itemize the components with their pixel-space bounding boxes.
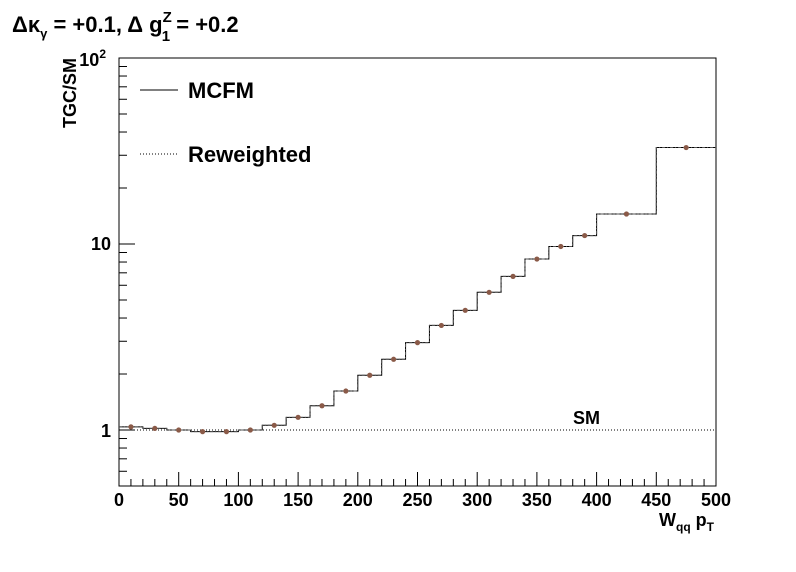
x-tick-label: 150 [283,490,313,510]
legend-mcfm-label: MCFM [188,78,254,103]
data-point [582,232,588,239]
title-g-prefix: Δ g [127,12,162,37]
data-point [534,256,540,262]
sm-label: SM [573,408,600,428]
title-g-value: = +0.2 [170,12,239,37]
x-tick-label: 350 [522,490,552,510]
x-tick-label: 400 [582,490,612,510]
title-kappa-symbol: Δκ [12,12,41,37]
series-reweighted-line [119,147,716,433]
y-axis-ticks [119,57,135,487]
data-point [510,273,516,279]
title-g-sub: 1 [162,28,170,45]
y-tick-label-10: 10 [91,234,111,254]
x-axis-label: Wqq pT [659,510,715,534]
data-point [558,243,564,250]
y-tick-100-base: 10 [79,50,99,70]
data-point [271,422,277,428]
data-markers [128,144,689,435]
chart-title: Δκγ = +0.1, Δ gZ 1 = +0.2 [12,9,239,45]
x-tick-label: 300 [462,490,492,510]
x-label-sub2: T [707,520,715,534]
title-g-sup: Z [163,9,172,26]
data-point [623,211,630,217]
x-label-sub1: qq [676,520,691,534]
title-kappa-sub: γ [40,26,48,41]
legend: MCFM Reweighted [140,78,311,167]
x-label-mid: p [691,510,707,530]
title-kappa-value: = +0.1, [47,12,127,37]
x-tick-label: 0 [114,490,124,510]
x-tick-label: 50 [169,490,189,510]
y-tick-label-1: 1 [101,421,111,441]
data-point [343,388,349,394]
y-axis-label: TGC/SM [60,58,80,128]
data-point [199,429,206,435]
data-point [128,424,134,430]
x-axis-ticks [118,472,717,486]
y-tick-100-exp: 2 [99,47,106,61]
data-point [319,403,325,409]
data-point [462,307,468,313]
data-point [414,340,421,346]
series-mcfm-line [119,147,716,433]
data-point [295,414,301,420]
x-axis-tick-labels: 0 50 100 150 200 250 300 350 400 450 500 [114,490,731,510]
data-point [223,429,230,435]
legend-reweighted-label: Reweighted [188,142,311,167]
x-tick-label: 200 [343,490,373,510]
data-point [152,425,158,432]
data-point [176,427,182,433]
plot-frame [118,57,717,487]
x-tick-label: 250 [402,490,432,510]
data-point [683,144,689,151]
data-point [247,427,253,433]
x-tick-label: 450 [641,490,671,510]
data-point [486,289,492,295]
x-tick-label: 500 [701,490,731,510]
y-tick-label-100: 102 [79,47,106,70]
data-point [391,356,397,362]
x-label-main: W [659,510,676,530]
data-point [438,322,444,329]
x-tick-label: 100 [223,490,253,510]
data-point [367,372,373,378]
